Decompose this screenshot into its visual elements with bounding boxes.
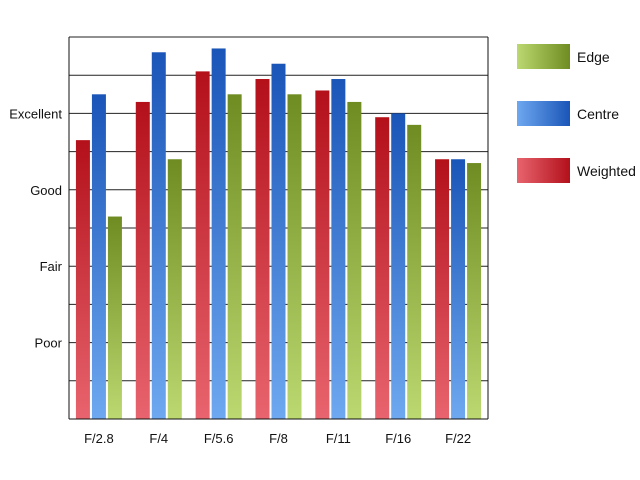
tick-labels: Poor Fair Good Excellent F/2.8 F/4 F/5.6 F/8 F/1… [9,106,471,446]
x-tick-label: F/5.6 [204,431,234,446]
bar-weighted-f-22 [435,159,450,420]
bar-centre-f-22 [451,159,466,420]
legend-label-weighted: Weighted [577,163,636,179]
legend-swatch-weighted [517,158,570,183]
bar-centre-f-4 [151,52,166,419]
x-tick-label: F/22 [445,431,471,446]
bar-centre-f-11 [331,79,346,420]
y-tick-label: Poor [35,336,63,351]
axes [68,37,489,420]
bar-centre-f-8 [271,63,286,420]
bar-edge-f-8 [287,94,302,420]
x-tick-label: F/11 [326,431,351,446]
legend-label-edge: Edge [577,49,610,65]
legend: Edge Centre Weighted [517,44,636,183]
bar-centre-f-5-6 [211,48,226,420]
legend-label-centre: Centre [577,106,619,122]
bar-weighted-f-2-8 [75,140,90,419]
x-tick-label: F/4 [149,431,168,446]
bar-edge-f-4 [167,159,182,420]
bar-weighted-f-4 [135,101,150,419]
bar-edge-f-11 [347,101,362,419]
y-tick-label: Fair [40,259,63,274]
x-tick-label: F/16 [385,431,411,446]
bar-weighted-f-11 [315,90,330,419]
y-tick-label: Excellent [9,106,62,121]
bar-centre-f-2-8 [91,94,106,420]
x-tick-label: F/8 [269,431,288,446]
bar-weighted-f-8 [255,79,270,420]
legend-swatch-edge [517,44,570,69]
bar-edge-f-2-8 [107,216,122,419]
x-tick-label: F/2.8 [84,431,114,446]
legend-swatch-centre [517,101,570,126]
bar-weighted-f-5-6 [195,71,210,419]
bar-edge-f-5-6 [227,94,242,420]
bars [75,48,482,420]
bar-edge-f-22 [467,163,482,419]
bar-edge-f-16 [407,124,422,420]
bar-weighted-f-16 [375,117,390,419]
bar-centre-f-16 [391,113,406,420]
y-tick-label: Good [30,183,62,198]
